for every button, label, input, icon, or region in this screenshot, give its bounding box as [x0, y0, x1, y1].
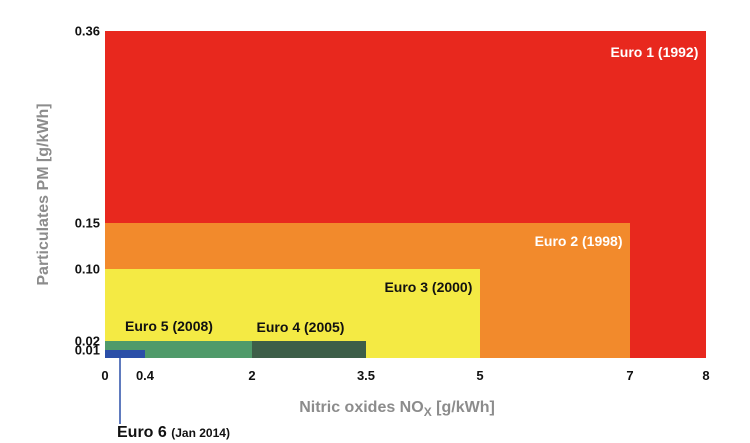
bar-label-euro-4-2005: Euro 4 (2005) [257, 319, 345, 335]
y-tick-label: 0.02 [75, 334, 100, 349]
bar-euro-6 [105, 350, 145, 358]
x-tick-label: 0.4 [136, 368, 155, 383]
x-tick-label: 5 [476, 368, 483, 383]
y-axis-title: Particulates PM [g/kWh] [35, 103, 52, 285]
x-axis-title: Nitric oxides NOX [g/kWh] [299, 399, 495, 419]
x-tick-label: 0 [101, 368, 108, 383]
x-tick-label: 2 [248, 368, 255, 383]
x-tick-label: 3.5 [357, 368, 375, 383]
y-tick-label: 0.01 [75, 343, 100, 358]
x-tick-label: 7 [626, 368, 633, 383]
y-tick-label: 0.10 [75, 262, 100, 277]
bar-label-euro-2-1998: Euro 2 (1998) [535, 233, 623, 249]
y-tick-label: 0.36 [75, 24, 100, 39]
x-tick-label: 8 [702, 368, 709, 383]
bar-label-euro-1-1992: Euro 1 (1992) [610, 44, 698, 60]
y-tick-label: 0.15 [75, 216, 100, 231]
bar-label-euro-3-2000: Euro 3 (2000) [384, 279, 472, 295]
euro-6-callout-label: Euro 6 (Jan 2014) [117, 424, 230, 441]
bar-label-euro-5-2008: Euro 5 (2008) [125, 318, 213, 334]
